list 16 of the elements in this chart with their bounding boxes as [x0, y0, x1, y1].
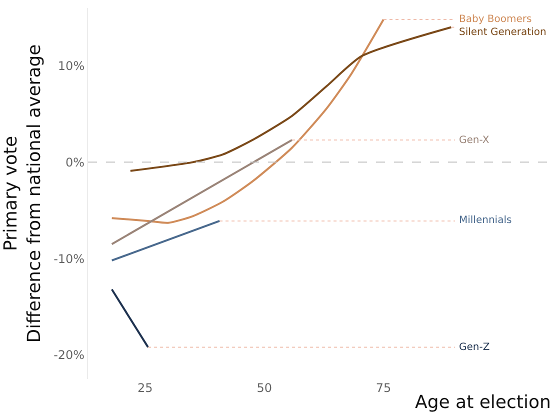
text: Millennials [459, 215, 512, 226]
y-tick-label: -10% [54, 252, 85, 266]
x-tick-label: 75 [376, 381, 392, 395]
x-axis-title: Age at election [415, 392, 551, 413]
text: Gen-Z [459, 342, 490, 353]
line-series [110, 18, 385, 224]
text: Baby Boomers [459, 14, 532, 25]
y-tick-label: 0% [66, 155, 85, 170]
x-tick-label: 25 [138, 381, 153, 395]
series-label: Silent Generation [459, 27, 546, 38]
y-tick-label: 10% [58, 59, 85, 74]
y-tick-label: -20% [54, 348, 85, 362]
y-axis-title: Primary vote Difference from national average [0, 44, 45, 343]
x-tick-label: 50 [256, 381, 272, 395]
line-series [129, 26, 452, 172]
text: Gen-X [459, 135, 490, 146]
